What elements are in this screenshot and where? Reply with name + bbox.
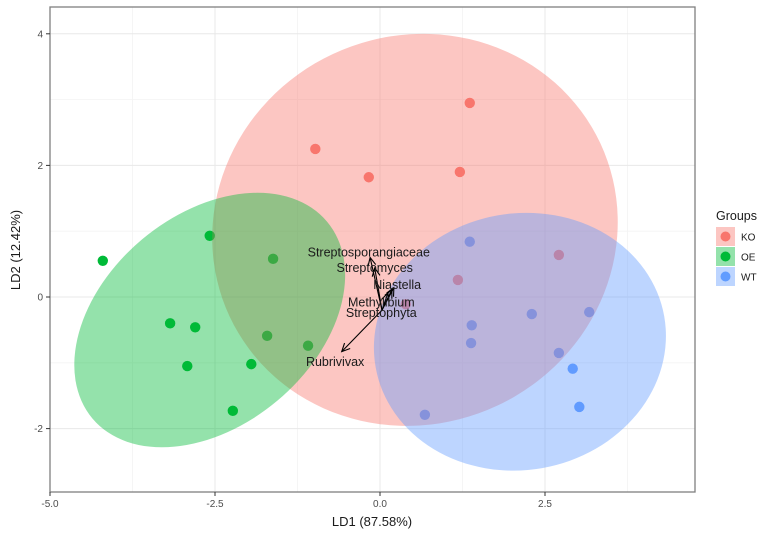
confidence-ellipses [74, 33, 666, 471]
ellipse-ko [212, 33, 618, 426]
data-point-oe [204, 230, 215, 242]
y-axis: -2 0 2 4 [34, 29, 50, 435]
arrowhead-icon [340, 342, 351, 353]
biplot-labels: Streptosporangiaceae Streptomyces Niastell… [306, 245, 430, 369]
biplot-label: Niastella [373, 278, 421, 292]
panel-border [49, 6, 696, 493]
y-tick-label: -2 [34, 424, 43, 435]
data-point-wt [465, 337, 477, 349]
x-axis: -5.0 -2.5 0.0 2.5 [41, 492, 552, 510]
biplot-label: Streptosporangiaceae [308, 245, 430, 259]
data-point-wt [553, 347, 565, 359]
data-point-ko [452, 274, 464, 286]
data-point-oe [182, 360, 193, 372]
arrowhead-icon [381, 291, 390, 303]
data-point-oe [227, 405, 239, 417]
x-axis-title: LD1 (87.58%) [332, 514, 412, 529]
x-tick-label: 0.0 [373, 499, 387, 510]
biplot-label: Streptophyta [346, 306, 417, 320]
legend-title: Groups [716, 209, 757, 223]
x-tick-label: -5.0 [41, 499, 59, 510]
legend-item-ko: KO [716, 227, 756, 246]
legend: Groups KO OE WT [716, 209, 757, 286]
y-tick-label: 0 [37, 293, 43, 304]
ellipse-oe [74, 192, 346, 448]
legend-item-wt: WT [716, 267, 757, 286]
data-point-ko [363, 172, 374, 183]
data-point-oe [190, 322, 201, 333]
data-point-oe [261, 330, 273, 342]
y-tick-label: 4 [37, 29, 43, 40]
biplot-arrows [340, 256, 395, 353]
x-tick-label: -2.5 [206, 499, 224, 510]
data-point-wt [526, 308, 537, 320]
legend-point-icon [720, 271, 731, 282]
data-point-wt [567, 363, 578, 374]
biplot-arrow [341, 309, 383, 352]
plot-panel: Streptosporangiaceae Streptomyces Niastell… [49, 6, 696, 493]
data-point-oe [164, 318, 176, 329]
data-point-ko [553, 249, 565, 261]
data-point-ko [454, 166, 466, 178]
data-point-ko [464, 97, 475, 109]
legend-point-icon [720, 251, 731, 262]
data-point-ko [310, 143, 321, 155]
data-point-wt [466, 320, 477, 331]
data-point-ko [400, 299, 411, 310]
data-point-wt [574, 401, 585, 413]
x-tick-label: 2.5 [538, 499, 552, 510]
legend-point-icon [720, 231, 731, 242]
y-tick-label: 2 [37, 161, 43, 172]
ellipse-wt [373, 212, 666, 471]
legend-label: OE [741, 253, 756, 264]
data-point-oe [97, 255, 109, 267]
data-point-oe [246, 358, 257, 370]
biplot-label: Methylibium [348, 295, 415, 309]
arrowhead-icon [371, 266, 381, 277]
data-point-wt [464, 236, 475, 247]
biplot-arrow [381, 292, 389, 311]
arrowhead-icon [367, 256, 377, 267]
panel-background [50, 7, 695, 492]
biplot-label: Rubrivivax [306, 355, 365, 369]
y-axis-title: LD2 (12.42%) [8, 210, 23, 290]
biplot-arrow [374, 267, 383, 311]
biplot-label: Streptomyces [337, 261, 413, 275]
data-points [97, 97, 595, 420]
legend-label: KO [741, 233, 756, 244]
data-point-wt [584, 306, 595, 318]
legend-item-oe: OE [716, 247, 756, 266]
data-point-oe [302, 340, 314, 351]
data-point-wt [419, 409, 431, 420]
data-point-oe [267, 253, 279, 265]
legend-label: WT [741, 273, 757, 284]
